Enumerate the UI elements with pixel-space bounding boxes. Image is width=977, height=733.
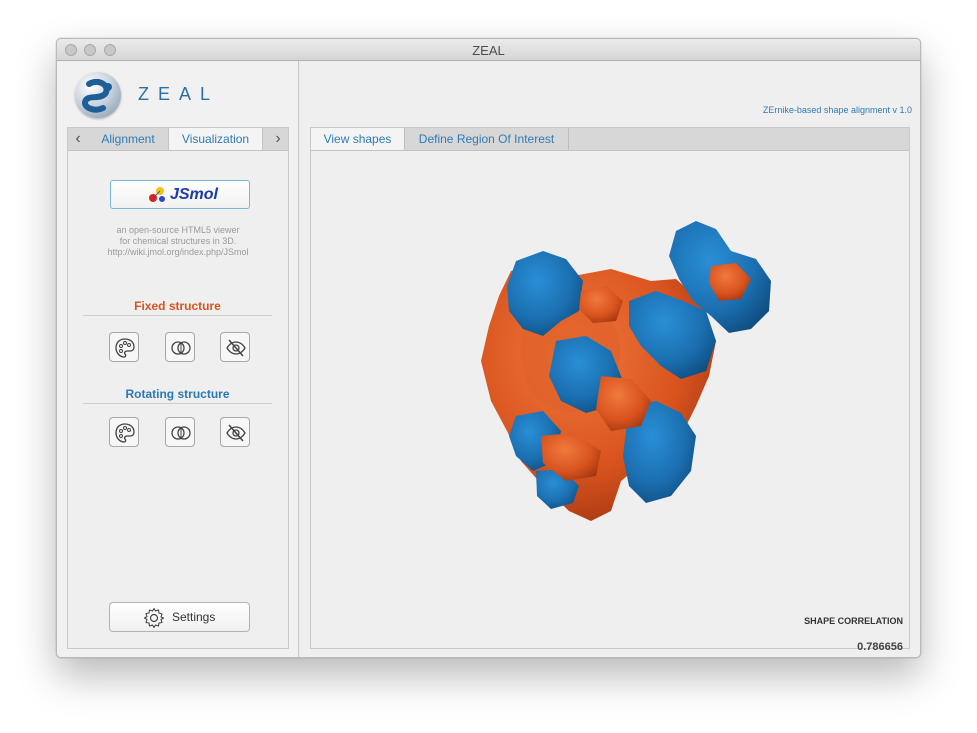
main-tab-bar: View shapes Define Region Of Interest [311,128,909,151]
tab-alignment[interactable]: Alignment [101,132,155,146]
overlap-circles-icon [171,426,191,440]
jsmol-button-label: JSmol [169,186,218,203]
tab-view-shapes[interactable]: View shapes [311,128,405,150]
jsmol-description-line-2: for chemical structures in 3D. [119,236,237,246]
app-window: ZEAL ZEAL ‹ Alignment Visualization › [56,38,921,658]
gear-icon [143,607,165,629]
title-bar: ZEAL [57,39,920,61]
window-title: ZEAL [472,43,505,58]
tab-next-arrow-icon[interactable]: › [275,130,281,147]
protein-shape-rendering [481,221,771,521]
minimize-window-button[interactable] [84,44,96,56]
shape-correlation-label: SHAPE CORRELATION [804,616,903,626]
left-tab-container: ‹ Alignment Visualization › JSmol an ope… [67,127,289,649]
palette-icon [115,338,135,358]
molecular-viewer[interactable]: SHAPE CORRELATION 0.786656 [311,151,909,653]
rotating-color-button[interactable] [109,417,139,447]
left-panel: ZEAL ‹ Alignment Visualization › JSmol a… [57,61,299,657]
fixed-hide-button[interactable] [220,332,250,362]
rotating-structure-title: Rotating structure [83,387,272,404]
eye-slash-icon [226,339,246,357]
fixed-overlap-button[interactable] [165,332,195,362]
tab-visualization[interactable]: Visualization [168,128,263,150]
jsmol-description-url: http://wiki.jmol.org/index.php/JSmol [107,247,249,257]
right-panel: ZErnike-based shape alignment v 1.0 View… [300,61,920,657]
jsmol-button[interactable]: JSmol [110,180,250,209]
rotating-overlap-button[interactable] [165,417,195,447]
rotating-hide-button[interactable] [220,417,250,447]
version-text: ZErnike-based shape alignment v 1.0 [762,105,912,115]
settings-label: Settings [172,610,216,624]
zeal-logo-icon [75,72,121,118]
fixed-color-button[interactable] [109,332,139,362]
zoom-window-button[interactable] [104,44,116,56]
jsmol-molecule-icon [149,187,165,202]
settings-button[interactable]: Settings [109,602,250,632]
logo-text: ZEAL [138,84,220,104]
fixed-structure-title: Fixed structure [83,299,272,316]
overlap-circles-icon [171,341,191,355]
eye-slash-icon [226,424,246,442]
left-tab-bar: ‹ Alignment Visualization › [68,128,288,151]
tab-prev-arrow-icon[interactable]: ‹ [75,130,81,147]
main-tab-container: View shapes Define Region Of Interest [310,127,910,653]
jsmol-description-line-1: an open-source HTML5 viewer [116,225,240,235]
palette-icon [115,423,135,443]
shape-correlation-value: 0.786656 [857,641,903,653]
close-window-button[interactable] [65,44,77,56]
tab-define-region-of-interest[interactable]: Define Region Of Interest [405,128,569,150]
